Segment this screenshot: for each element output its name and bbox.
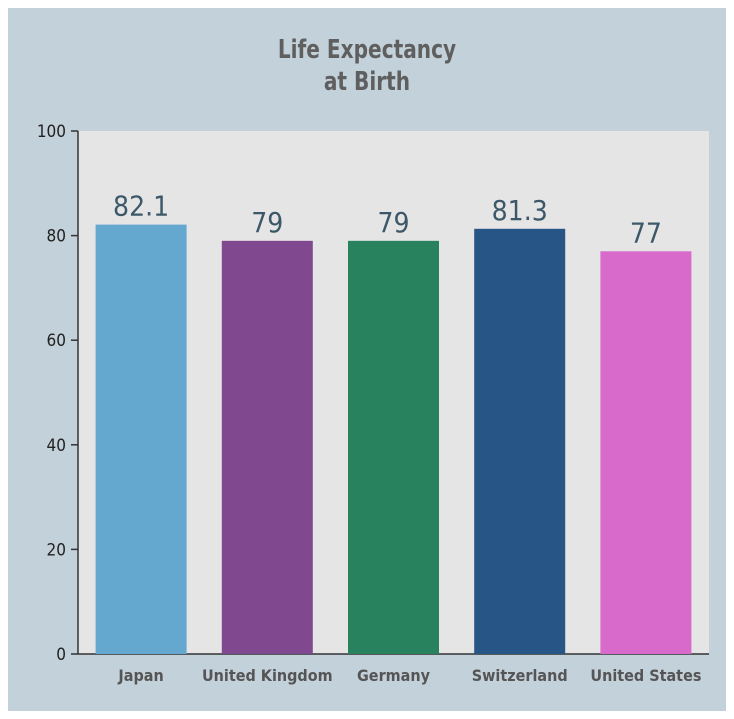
bar-value-label: 82.1 xyxy=(113,190,169,223)
bar xyxy=(348,240,439,654)
bar xyxy=(95,224,187,654)
x-category-label: United Kingdom xyxy=(202,666,333,685)
x-category-label: Germany xyxy=(357,666,431,685)
x-category-label: Switzerland xyxy=(472,666,568,685)
chart-title-line-1: Life Expectancy xyxy=(277,35,457,65)
bar-value-label: 77 xyxy=(630,216,662,249)
bar xyxy=(600,251,692,655)
y-tick-label: 20 xyxy=(47,540,66,560)
chart-title: Life Expectancy at Birth xyxy=(51,34,682,98)
y-tick-label: 0 xyxy=(56,645,66,665)
y-tick-label: 40 xyxy=(47,436,66,456)
x-category-label: United States xyxy=(590,666,701,685)
x-category-label: Japan xyxy=(117,666,163,685)
y-tick-label: 80 xyxy=(47,227,66,247)
chart-title-line-2: at Birth xyxy=(323,67,411,97)
bar-value-label: 81.3 xyxy=(492,194,548,227)
bar xyxy=(474,228,566,654)
y-tick-label: 100 xyxy=(37,122,66,142)
bar-value-label: 79 xyxy=(377,206,409,239)
bar-value-label: 79 xyxy=(251,206,283,239)
bar xyxy=(221,240,313,654)
y-tick-label: 60 xyxy=(47,331,66,351)
